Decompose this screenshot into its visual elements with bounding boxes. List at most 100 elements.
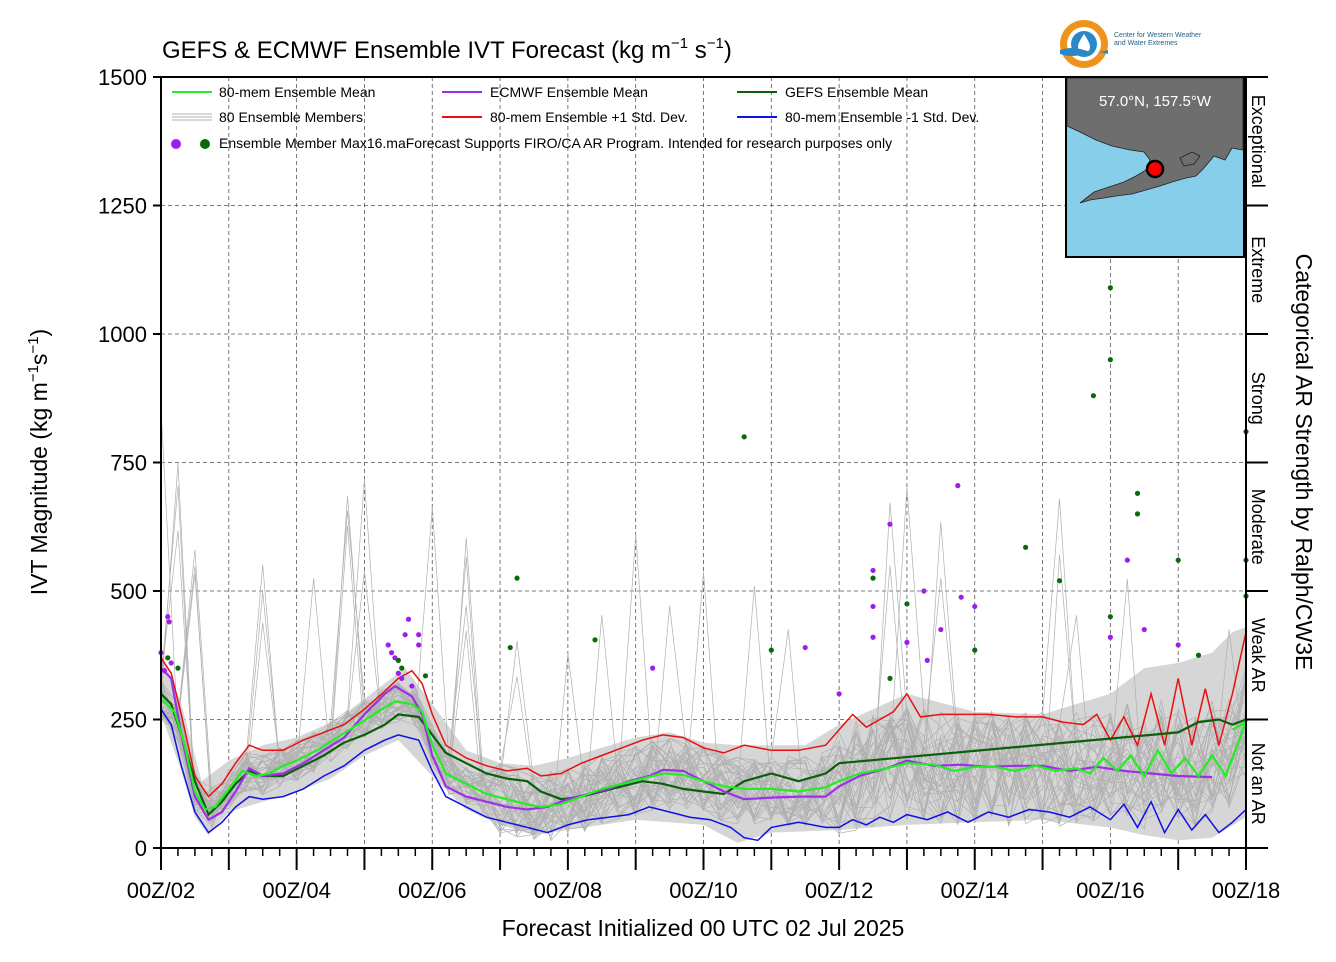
ensemble-member-line — [160, 571, 1247, 825]
ecmwf-max-point — [836, 691, 842, 697]
ecmwf-max-point — [166, 619, 172, 625]
x-tick-label: 00Z/06 — [398, 878, 467, 903]
spread-band — [161, 626, 1246, 843]
ecmwf-max-point — [921, 588, 927, 594]
ar-category-label: Strong — [1248, 372, 1268, 425]
ar-category-label: Not an AR — [1248, 743, 1268, 825]
legend-minus-sd-label: 80-mem Ensemble -1 Std. Dev. — [785, 109, 979, 125]
y-tick-label: 750 — [110, 451, 147, 476]
ecmwf-max-point — [802, 644, 808, 651]
cw3e-logo-text: Center for Western Weather and Water Ext… — [1114, 32, 1254, 48]
ecmwf-max-point — [924, 657, 930, 663]
legend-ecmwf-max-dot — [171, 139, 181, 149]
legend-ecmwf-mean-label: ECMWF Ensemble Mean — [490, 84, 648, 100]
ar-category-label: Exceptional — [1248, 95, 1268, 188]
ensemble-member-line — [160, 700, 1247, 835]
gefs-max-point — [1134, 511, 1141, 517]
gefs-max-point — [507, 644, 513, 651]
ecmwf-max-point — [165, 614, 171, 620]
ecmwf-max-point — [650, 665, 656, 671]
gefs-max-point — [1195, 652, 1202, 658]
gefs-max-point — [592, 637, 598, 643]
legend-mean80-label: 80-mem Ensemble Mean — [219, 84, 375, 100]
gefs-max-point — [165, 655, 171, 661]
ensemble-member-line — [160, 478, 1247, 832]
ecmwf-max-point — [161, 668, 167, 674]
legend-max-label: Ensemble Member Max16.maForecast Support… — [219, 135, 892, 151]
ecmwf-max-point — [958, 594, 964, 600]
grid-lines — [161, 77, 1246, 848]
gefs-max-point — [175, 665, 181, 671]
ecmwf-max-point — [938, 626, 944, 633]
x-tick-label: 00Z/16 — [1076, 878, 1145, 903]
y-axis-label: IVT Magnitude (kg m−1s−1) — [25, 329, 52, 595]
x-axis-label: Forecast Initialized 00 UTC 02 Jul 2025 — [502, 915, 905, 941]
gefs-max-point — [768, 647, 774, 653]
ecmwf-max-point — [972, 603, 978, 610]
spread-fill — [161, 626, 1246, 843]
max-points — [158, 285, 1249, 697]
legend-gefs-max-dot — [200, 139, 210, 149]
ecmwf-max-point — [870, 603, 876, 610]
gefs-max-point — [887, 675, 893, 681]
x-tick-label: 00Z/10 — [669, 878, 738, 903]
right-axis-label: Categorical AR Strength by Ralph/CW3E — [1291, 254, 1317, 671]
ecmwf-max-point — [395, 670, 401, 676]
ensemble-member-line — [160, 566, 1247, 831]
plus_sd-line — [160, 631, 1247, 798]
ecmwf-max-point — [416, 642, 422, 648]
inset-map-land — [1066, 77, 1244, 204]
ecmwf-max-point — [402, 632, 408, 638]
gefs-max-point — [395, 657, 401, 663]
ecmwf-max-point — [1175, 642, 1181, 648]
ecmwf-max-point — [904, 639, 910, 646]
y-tick-label: 250 — [110, 708, 147, 733]
ecmwf-max-point — [385, 642, 391, 648]
cw3e-logo-icon — [1060, 20, 1108, 68]
axes: 0 250 500 750 1000 1250 1500 00Z/02 00Z/04 00Z/06… — [98, 65, 1280, 903]
x-tick-label: 00Z/04 — [262, 878, 331, 903]
y-tick-label: 1000 — [98, 322, 147, 347]
ecmwf-max-point — [388, 650, 395, 656]
ar-category-label: Moderate — [1248, 489, 1268, 565]
chart-title: GEFS & ECMWF Ensemble IVT Forecast (kg m… — [162, 35, 732, 64]
y-tick-label: 1250 — [98, 194, 147, 219]
y-tick-label: 0 — [135, 836, 147, 861]
inset-map: 57.0°N, 157.5°W — [1065, 76, 1245, 258]
gefs-max-point — [972, 647, 978, 653]
gefs-max-point — [399, 665, 405, 671]
x-tick-label: 00Z/14 — [941, 878, 1010, 903]
ensemble-member-line — [160, 502, 1247, 830]
gefs-max-point — [741, 434, 747, 440]
ecmwf-max-point — [1124, 557, 1130, 563]
gefs-max-point — [1090, 393, 1097, 399]
gefs-max-point — [1107, 357, 1113, 363]
ecmwf-max-point — [168, 660, 174, 666]
x-tick-label: 00Z/08 — [534, 878, 603, 903]
cw3e-logo: Center for Western Weather and Water Ext… — [1058, 18, 1258, 70]
ensemble-member-line — [160, 695, 1247, 825]
gefs-max-point — [904, 601, 910, 607]
series-lines — [160, 631, 1249, 842]
minus_sd-line — [160, 708, 1247, 842]
gefs-max-point — [1056, 578, 1063, 584]
logo-line-2: and Water Extremes — [1114, 40, 1178, 47]
mean80-line — [160, 698, 1249, 811]
gefs_mean-line — [160, 693, 1247, 817]
legend: 80-mem Ensemble Mean 80 Ensemble Members… — [171, 84, 979, 151]
ecmwf-max-point — [405, 616, 412, 622]
ecmwf-max-point — [1141, 626, 1147, 633]
y-tick-label: 1500 — [98, 65, 147, 90]
ecmwf-max-point — [887, 521, 893, 527]
gefs-max-point — [870, 575, 876, 581]
ensemble-member-line — [160, 680, 1247, 831]
inset-map-label: 57.0°N, 157.5°W — [1099, 93, 1212, 110]
ar-category-labels: Not an AR Weak AR Moderate Strong Extreme Exc… — [1248, 95, 1268, 825]
ecmwf-max-point — [870, 567, 876, 574]
gefs-max-point — [1134, 490, 1141, 496]
ar-category-label: Weak AR — [1248, 618, 1268, 693]
y-tick-label: 500 — [110, 579, 147, 604]
ecmwf-max-point — [399, 675, 405, 681]
legend-plus-sd-label: 80-mem Ensemble +1 Std. Dev. — [490, 109, 688, 125]
